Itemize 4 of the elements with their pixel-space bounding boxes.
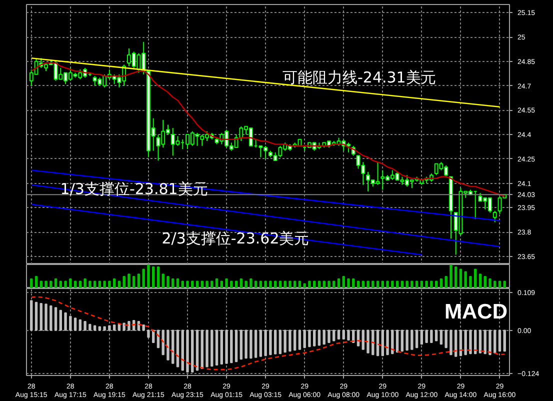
candlestick bbox=[492, 210, 497, 223]
text: MACD bbox=[444, 300, 508, 324]
line-series bbox=[30, 296, 506, 370]
annotation: 可能阻力线-24.31美元 bbox=[282, 68, 436, 86]
